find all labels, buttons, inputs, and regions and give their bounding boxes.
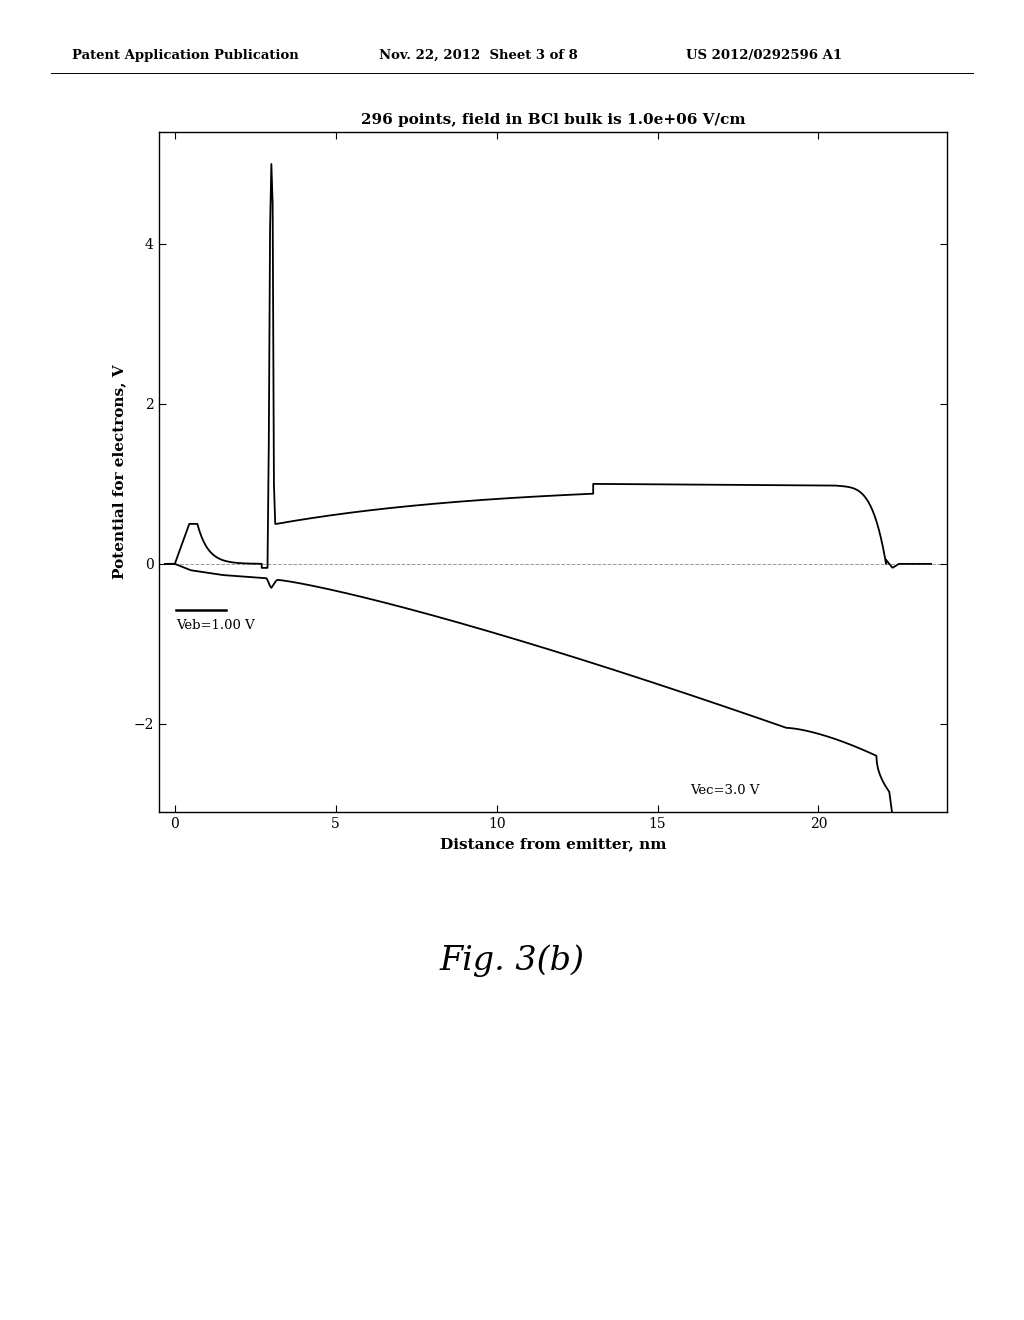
Title: 296 points, field in BCl bulk is 1.0e+06 V/cm: 296 points, field in BCl bulk is 1.0e+06…: [360, 112, 745, 127]
Y-axis label: Potential for electrons, V: Potential for electrons, V: [113, 364, 127, 579]
Text: Fig. 3(b): Fig. 3(b): [439, 945, 585, 977]
Text: Nov. 22, 2012  Sheet 3 of 8: Nov. 22, 2012 Sheet 3 of 8: [379, 49, 578, 62]
Text: US 2012/0292596 A1: US 2012/0292596 A1: [686, 49, 842, 62]
Text: Veb=1.00 V: Veb=1.00 V: [176, 619, 255, 632]
X-axis label: Distance from emitter, nm: Distance from emitter, nm: [439, 838, 667, 851]
Text: Vec=3.0 V: Vec=3.0 V: [690, 784, 759, 797]
Text: Patent Application Publication: Patent Application Publication: [72, 49, 298, 62]
